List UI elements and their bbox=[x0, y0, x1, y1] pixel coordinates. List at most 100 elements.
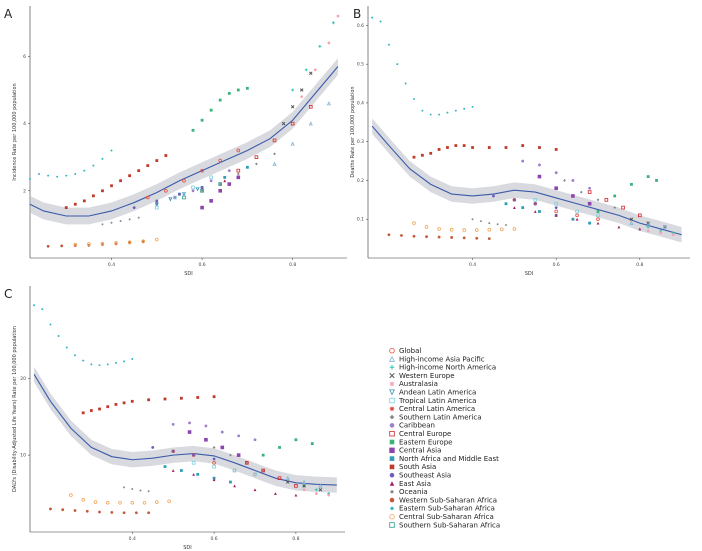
data-point bbox=[65, 346, 68, 349]
data-point bbox=[89, 409, 93, 412]
series-central-sub-saharan-africa bbox=[73, 237, 159, 247]
legend-label: Eastern Europe bbox=[399, 438, 452, 446]
series-eastern-sub-saharan-africa bbox=[29, 149, 113, 181]
data-point bbox=[209, 179, 213, 183]
legend-marker bbox=[389, 414, 395, 420]
series-southeast-asia bbox=[151, 446, 216, 461]
data-point bbox=[400, 234, 403, 237]
y-tick-label: 0.3 bbox=[357, 139, 364, 145]
data-point bbox=[471, 218, 474, 221]
data-point bbox=[131, 487, 134, 490]
data-point bbox=[192, 453, 196, 457]
series-western-europe bbox=[281, 71, 313, 126]
series-central-asia bbox=[200, 175, 241, 210]
data-point bbox=[304, 68, 308, 72]
data-point bbox=[492, 194, 495, 198]
legend-item: Central Europe bbox=[389, 430, 451, 438]
x-tick-label: 0.4 bbox=[469, 262, 476, 268]
data-point bbox=[142, 500, 147, 505]
data-point bbox=[596, 221, 600, 225]
panel-b-ylabel: Deaths Rate per 100,000 population bbox=[350, 86, 356, 177]
series-central-asia bbox=[537, 174, 592, 206]
data-point bbox=[46, 244, 50, 248]
data-point bbox=[253, 472, 257, 477]
data-point bbox=[119, 220, 122, 223]
legend-label: Oceania bbox=[399, 488, 428, 496]
legend-marker bbox=[389, 355, 395, 362]
data-point bbox=[621, 205, 625, 210]
data-point bbox=[196, 396, 200, 399]
data-point bbox=[302, 488, 306, 492]
panel-b-xlabel: SDI bbox=[525, 271, 534, 277]
legend-label: Eastern Sub-Saharan Africa bbox=[399, 505, 495, 513]
data-point bbox=[119, 179, 122, 183]
data-point bbox=[302, 484, 306, 488]
data-point bbox=[294, 484, 298, 488]
legend-label: Tropical Latin America bbox=[398, 397, 476, 405]
data-point bbox=[173, 195, 177, 200]
panel-b-smooth-line bbox=[371, 125, 682, 236]
data-point bbox=[371, 16, 374, 19]
data-point bbox=[504, 146, 508, 149]
data-point bbox=[147, 511, 151, 515]
data-point bbox=[154, 202, 159, 207]
data-point bbox=[290, 141, 295, 146]
data-point bbox=[533, 198, 538, 202]
legend-label: Central Europe bbox=[399, 430, 451, 438]
data-point bbox=[412, 221, 416, 225]
legend-label: Western Sub-Saharan Africa bbox=[399, 496, 497, 504]
legend-item: Global bbox=[389, 347, 421, 355]
data-point bbox=[212, 446, 216, 449]
data-point bbox=[318, 487, 323, 492]
legend-marker bbox=[389, 397, 395, 404]
legend-item: North Africa and Middle East bbox=[389, 455, 499, 463]
legend-item: Central Sub-Saharan Africa bbox=[389, 513, 494, 521]
series-southern-latin-america bbox=[563, 179, 617, 209]
legend-item: High-income North America bbox=[389, 364, 496, 372]
data-point bbox=[212, 476, 216, 480]
data-point bbox=[87, 242, 91, 246]
data-point bbox=[571, 194, 575, 198]
legend-item: Central Asia bbox=[389, 447, 441, 455]
data-point bbox=[147, 490, 150, 493]
data-point bbox=[173, 196, 177, 199]
data-point bbox=[114, 361, 117, 364]
data-point bbox=[137, 169, 141, 173]
data-point bbox=[379, 20, 382, 23]
panel-a-smooth-line bbox=[29, 66, 339, 217]
data-point bbox=[218, 182, 223, 186]
data-point bbox=[223, 179, 227, 183]
series-southeast-asia bbox=[492, 194, 558, 210]
series-eastern-europe bbox=[191, 86, 249, 132]
series-north-africa-and-middle-east bbox=[163, 465, 232, 484]
data-point bbox=[114, 402, 118, 406]
data-point bbox=[220, 445, 225, 450]
legend-label: Southern Sub-Saharan Africa bbox=[399, 521, 500, 529]
data-point bbox=[309, 71, 313, 75]
data-point bbox=[209, 199, 213, 203]
data-point bbox=[308, 121, 313, 126]
data-point bbox=[171, 469, 175, 472]
data-point bbox=[575, 209, 579, 214]
data-point bbox=[533, 202, 537, 206]
data-point bbox=[188, 421, 191, 425]
data-point bbox=[81, 411, 85, 415]
data-point bbox=[134, 511, 138, 515]
legend-item: Southern Latin America bbox=[389, 413, 481, 421]
data-point bbox=[488, 222, 491, 225]
data-point bbox=[130, 399, 134, 403]
legend-item: South Asia bbox=[389, 463, 436, 471]
data-point bbox=[69, 493, 73, 497]
legend-item: Caribbean bbox=[389, 422, 435, 430]
data-point bbox=[110, 221, 113, 224]
data-point bbox=[38, 173, 41, 175]
series-south-asia bbox=[81, 395, 216, 415]
data-point bbox=[218, 188, 223, 193]
data-point bbox=[638, 227, 642, 231]
series-central-europe bbox=[236, 105, 313, 173]
data-point bbox=[171, 422, 175, 426]
data-point bbox=[236, 168, 241, 173]
series-caribbean bbox=[521, 159, 592, 190]
series-global bbox=[145, 148, 241, 200]
series-high-income-north-america bbox=[646, 225, 675, 235]
